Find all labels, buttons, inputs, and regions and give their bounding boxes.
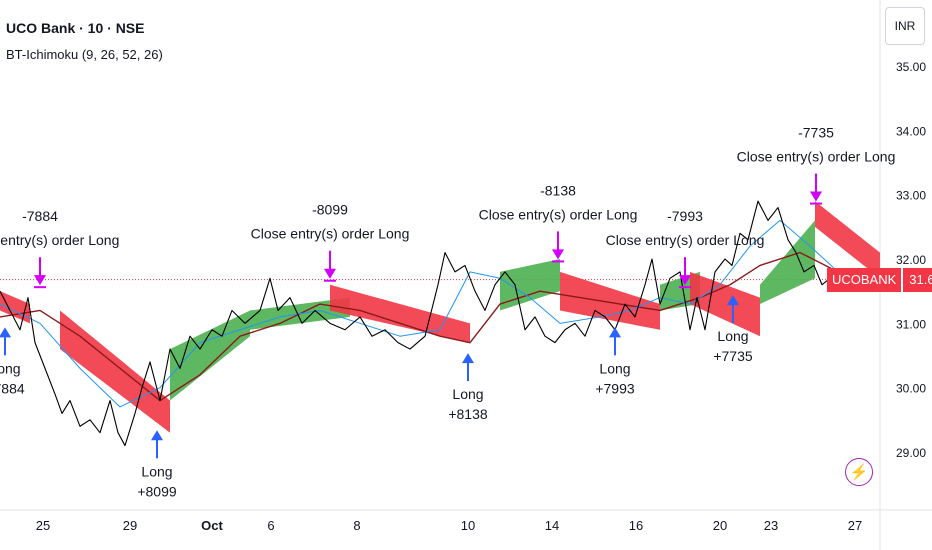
lightning-icon[interactable]: ⚡ <box>845 458 873 486</box>
close-signal-label: Close entry(s) order Long <box>479 206 638 222</box>
close-arrow-head <box>679 275 691 286</box>
x-tick-label: 8 <box>353 518 360 533</box>
long-arrow-head <box>151 430 163 441</box>
y-tick-label: 33.00 <box>896 189 926 203</box>
close-signal-label: Close entry(s) order Long <box>0 232 119 248</box>
close-signal-label: -7735 <box>798 125 834 141</box>
x-tick-label: 25 <box>36 518 50 533</box>
long-signal-label: +8138 <box>448 406 488 422</box>
close-signal-label: Close entry(s) order Long <box>737 149 896 165</box>
last-price-badge: UCOBANK 31.68 <box>827 268 932 292</box>
long-signal-label: +7884 <box>0 380 25 396</box>
close-signal-label: -7884 <box>22 208 58 224</box>
price-badge-symbol: UCOBANK <box>827 268 902 292</box>
close-arrow-head <box>324 268 336 279</box>
long-arrow-head <box>727 295 739 306</box>
long-arrow-head <box>462 353 474 364</box>
close-signal-label: -7993 <box>667 208 703 224</box>
cloud-bearish <box>815 201 880 279</box>
close-arrow-head <box>552 249 564 260</box>
close-signal-label: Close entry(s) order Long <box>251 226 410 242</box>
close-arrow-head <box>34 275 46 286</box>
x-tick-label: 20 <box>713 518 727 533</box>
x-tick-label: 27 <box>848 518 862 533</box>
long-signal-label: +8099 <box>137 483 177 499</box>
x-tick-label: 16 <box>629 518 643 533</box>
cloud-bearish <box>330 284 470 343</box>
cloud-bearish <box>690 271 760 337</box>
long-signal-label: Long <box>717 328 748 344</box>
indicator-legend[interactable]: BT-Ichimoku (9, 26, 52, 26) <box>6 47 163 62</box>
long-signal-label: Long <box>452 386 483 402</box>
x-tick-label: 14 <box>545 518 559 533</box>
x-tick-label: 10 <box>461 518 475 533</box>
y-tick-label: 31.00 <box>896 317 926 331</box>
close-signal-label: Close entry(s) order Long <box>606 232 765 248</box>
cloud-bearish <box>60 310 170 433</box>
y-tick-label: 30.00 <box>896 382 926 396</box>
cloud-bullish <box>760 220 815 305</box>
long-signal-label: +7993 <box>595 380 635 396</box>
long-arrow-head <box>609 327 621 338</box>
close-arrow-head <box>810 191 822 202</box>
y-tick-label: 29.00 <box>896 446 926 460</box>
x-tick-label: 6 <box>267 518 274 533</box>
x-tick-label: Oct <box>201 518 223 533</box>
long-arrow-head <box>0 327 11 338</box>
long-signal-label: Long <box>599 360 630 376</box>
y-tick-label: 35.00 <box>896 60 926 74</box>
close-signal-label: -8138 <box>540 182 576 198</box>
y-tick-label: 32.00 <box>896 253 926 267</box>
long-signal-label: +7735 <box>713 348 753 364</box>
kijun-line <box>0 251 839 402</box>
x-tick-label: 29 <box>123 518 137 533</box>
long-signal-label: Long <box>141 463 172 479</box>
symbol-title: UCO Bank · 10 · NSE <box>6 20 145 36</box>
price-badge-value: 31.68 <box>903 268 932 292</box>
close-signal-label: -8099 <box>312 202 348 218</box>
currency-button[interactable]: INR <box>885 7 925 45</box>
tenkan-line <box>0 219 839 408</box>
cloud-bullish <box>500 259 560 311</box>
long-signal-label: Long <box>0 360 21 376</box>
price-line <box>0 200 839 447</box>
y-tick-label: 34.00 <box>896 124 926 138</box>
x-tick-label: 23 <box>764 518 778 533</box>
